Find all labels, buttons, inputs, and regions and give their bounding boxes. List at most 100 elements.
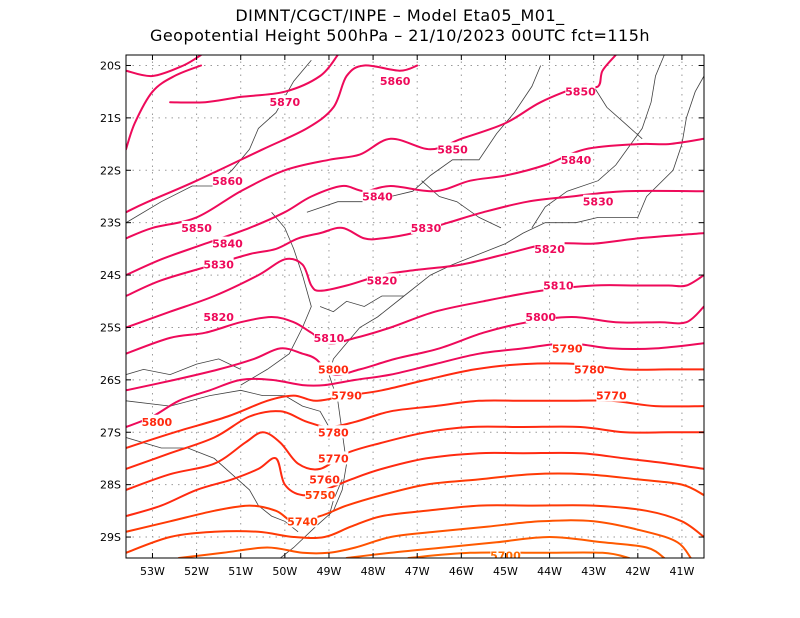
lon-tick-label: 43W [581,565,606,578]
lat-tick-label: 26S [100,374,121,387]
contour-label: 5810 [543,280,574,293]
height-contours [126,55,704,558]
contour-label: 5780 [318,426,349,439]
contour-label-bg [318,425,349,439]
lon-tick-label: 52W [184,565,209,578]
contour-label: 5850 [565,86,596,99]
lat-tick-label: 25S [100,321,121,334]
lat-tick-label: 27S [100,426,121,439]
contour-label-bg [313,330,344,344]
map-title-line-1: DIMNT/CGCT/INPE – Model Eta05_M01_ [235,6,565,25]
lat-tick-label: 20S [100,59,121,72]
contour-5750 [126,472,704,533]
lon-tick-label: 42W [625,565,650,578]
contour-5820 [126,232,704,329]
contour-label: 5820 [367,274,398,287]
contour-label-bg [366,273,397,287]
contour-label: 5800 [142,416,173,429]
contour-5860 [126,64,419,214]
contour-label: 5840 [362,190,393,203]
lon-tick-label: 48W [361,565,386,578]
lat-tick-label: 22S [100,164,121,177]
coastline-segment [126,389,330,428]
contour-label: 5840 [561,154,592,167]
lon-tick-label: 44W [537,565,562,578]
lon-tick-label: 41W [670,565,695,578]
contour-label: 5830 [203,259,234,272]
contour-label: 5810 [314,332,345,345]
contour-label: 5790 [331,390,362,403]
contour-label-bg [561,152,592,166]
contour-label-bg [574,362,605,376]
contour-label-bg [203,257,234,271]
lon-tick-label: 47W [405,565,430,578]
coastline-segment [126,437,299,533]
lat-lon-grid [126,55,704,558]
contour-label-bg [212,236,243,250]
coastline-segment [126,358,241,376]
axis-ticks: 53W 52W 51W 50W 49W 48W 47W 46W 45W 44W 43W 42W 41W 2… [100,55,704,578]
coastline-segment [421,180,502,229]
lat-tick-label: 24S [100,269,121,282]
contour-label: 5830 [411,222,442,235]
contour-label: 5820 [534,243,565,256]
contour-5800 [126,305,704,392]
contour-label-bg [565,84,596,98]
contour-label-bg [543,278,574,292]
contour-label-bg [212,173,243,187]
lon-tick-label: 45W [493,565,518,578]
contour-label: 5740 [287,515,318,528]
contour-5860 [126,64,202,151]
contour-label: 5800 [318,363,349,376]
contour-label: 5760 [309,473,340,486]
map-title-line-2: Geopotential Height 500hPa – 21/10/2023 … [149,26,651,45]
contour-label: 5860 [380,75,411,88]
contour-label: 5820 [203,311,234,324]
contour-label-bg [411,220,442,234]
lat-tick-label: 23S [100,217,121,230]
contour-5780 [126,399,704,470]
contour-label-bg [534,241,565,255]
contour-label-bg [269,95,300,109]
contour-5810 [126,274,704,355]
contour-5740 [126,504,704,554]
contour-label: 5770 [318,452,349,465]
contour-label: 5750 [305,489,336,502]
lon-tick-label: 51W [228,565,253,578]
contour-label-bg [362,189,393,203]
contour-5710 [407,551,630,558]
coastline-segment [531,55,665,229]
contour-label-bg [596,388,627,402]
contour-label: 5860 [212,175,243,188]
contour-label-bg [318,451,349,465]
coastline-segment [280,374,348,558]
coastline-segment [240,211,312,386]
contour-5800 [126,342,704,428]
contour-label-bg [309,472,340,486]
lon-tick-label: 53W [140,565,165,578]
contour-label: 5850 [437,143,468,156]
contour-label: 5790 [552,342,583,355]
plot-frame [125,54,705,559]
contour-label-bg [287,514,318,528]
contour-label-bg [331,388,362,402]
contour-5870 [126,55,202,78]
contour-label-bg [525,309,556,323]
contour-5840 [126,137,704,277]
lat-tick-label: 21S [100,112,121,125]
lon-tick-label: 46W [449,565,474,578]
contour-label-bg [181,220,212,234]
coastline-segment [593,86,643,140]
contour-label: 5780 [574,363,605,376]
contour-label-bg [141,414,172,428]
contour-label: 5870 [270,96,301,109]
contour-label: 5770 [596,390,627,403]
contour-label-bg [318,362,349,376]
contour-label-bg [203,309,234,323]
contour-5730 [177,519,692,558]
coastline-segment [319,295,404,313]
contour-5720 [345,536,666,558]
lon-tick-label: 49W [317,565,342,578]
